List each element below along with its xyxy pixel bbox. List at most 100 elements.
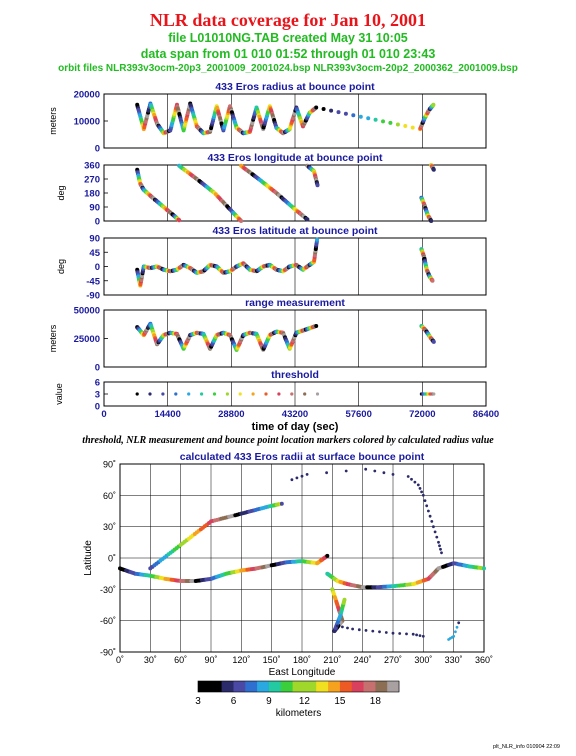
data-point: [148, 392, 152, 396]
data-point: [314, 105, 319, 110]
map-data-point: [430, 520, 434, 523]
data-point: [431, 339, 436, 344]
data-point: [366, 116, 371, 121]
x-tick-label: 14400: [154, 409, 180, 420]
colorbar-swatch: [375, 681, 388, 692]
map-data-point: [364, 467, 368, 471]
panel-title-latitude: 433 Eros latitude at bounce point: [212, 225, 378, 237]
map-data-point: [398, 632, 402, 635]
y-tick-label: 20000: [74, 90, 100, 101]
map-x-tick-label: 300˚: [414, 655, 432, 665]
colorbar-tick-label: 18: [370, 696, 382, 707]
map-data-point: [405, 632, 408, 636]
panel-title-range: range measurement: [245, 297, 345, 309]
map-data-point: [423, 499, 427, 502]
map-y-tick-label: -60˚: [100, 616, 116, 626]
y-tick-label: 90: [89, 234, 100, 245]
map-data-point: [421, 634, 425, 638]
data-point: [343, 111, 348, 116]
data-point: [225, 392, 229, 396]
data-point: [264, 392, 268, 396]
plot-footer: plt_NLR_info 010904 22:09: [493, 744, 560, 750]
data-point: [174, 392, 178, 396]
data-point: [303, 392, 307, 396]
data-point: [212, 392, 217, 396]
y-tick-label: 25000: [74, 334, 100, 345]
map-x-tick-label: 0˚: [116, 655, 124, 665]
colorbar-label: kilometers: [276, 708, 322, 719]
y-tick-label: 90: [89, 203, 100, 214]
map-data-point: [391, 473, 395, 476]
y-axis-label: value: [54, 383, 64, 405]
map-data-point: [342, 597, 347, 602]
data-point: [277, 392, 281, 396]
colorbar-tick-label: 3: [195, 696, 201, 707]
colorbar-swatch: [339, 681, 353, 692]
x-axis-label: time of day (sec): [252, 421, 339, 433]
y-tick-label: 180: [84, 189, 100, 200]
data-point: [336, 110, 341, 115]
y-tick-label: 50000: [74, 306, 100, 317]
map-data-point: [439, 547, 442, 551]
y-tick-label: 360: [84, 161, 100, 172]
map-y-tick-label: -30˚: [100, 585, 116, 595]
panel-title-threshold: threshold: [271, 369, 319, 381]
map-data-point: [452, 634, 456, 638]
map-y-tick-label: 30˚: [103, 522, 116, 532]
map-data-point: [295, 476, 299, 480]
data-point: [305, 217, 310, 222]
data-point: [430, 278, 435, 283]
map-data-point: [357, 628, 361, 632]
colorbar-tick-label: 6: [231, 696, 237, 707]
y-axis-label: deg: [56, 259, 66, 274]
y-tick-label: 270: [84, 175, 100, 186]
data-point: [314, 324, 319, 328]
data-point: [238, 392, 242, 396]
colorbar-swatch: [209, 681, 223, 692]
map-y-tick-label: 60˚: [103, 491, 116, 501]
panel-title-longitude: 433 Eros longitude at bounce point: [207, 152, 383, 164]
map-y-tick-label: 0˚: [108, 554, 116, 564]
map-data-point: [305, 473, 309, 476]
data-point: [290, 392, 294, 396]
map-data-point: [482, 566, 486, 571]
y-axis-label: meters: [48, 107, 58, 135]
colorbar-swatch: [233, 681, 246, 692]
map-data-point: [455, 625, 459, 629]
colorbar-swatch: [198, 681, 211, 692]
map-y-axis-label: Latitude: [83, 540, 94, 576]
y-tick-label: 0: [95, 363, 100, 374]
map-x-tick-label: 60˚: [174, 655, 187, 665]
data-point: [432, 392, 436, 396]
map-y-tick-label: 90˚: [103, 460, 116, 470]
map-title: calculated 433 Eros radii at surface bou…: [180, 451, 425, 463]
y-tick-label: 3: [95, 390, 100, 401]
map-data-point: [432, 525, 435, 529]
map-data-point: [440, 551, 443, 555]
map-x-tick-label: 240˚: [354, 655, 372, 665]
map-data-point: [325, 553, 330, 558]
map-data-point: [437, 540, 440, 544]
map-y-tick-label: -90˚: [100, 648, 116, 658]
colorbar-swatch: [292, 681, 305, 692]
colorbar-tick-label: 9: [266, 696, 272, 707]
data-point: [239, 219, 244, 223]
map-data-point: [300, 474, 304, 478]
y-tick-label: 0: [95, 144, 100, 155]
map-x-axis-label: East Longitude: [269, 667, 336, 678]
x-tick-label: 0: [101, 409, 106, 420]
y-tick-label: -45: [86, 276, 100, 287]
x-tick-label: 86400: [473, 409, 499, 420]
map-x-tick-label: 30˚: [144, 655, 157, 665]
data-point: [315, 237, 320, 242]
data-point: [403, 124, 408, 128]
data-span: data span from 01 010 01:52 through 01 0…: [140, 47, 436, 61]
colorbar-swatch: [387, 681, 400, 692]
data-point: [321, 107, 326, 111]
map-x-tick-label: 120˚: [232, 655, 250, 665]
map-data-point: [341, 625, 344, 629]
map-data-point: [438, 544, 441, 548]
figure-caption: threshold, NLR measurement and bounce po…: [82, 435, 494, 446]
data-point: [177, 218, 182, 223]
data-point: [315, 392, 320, 396]
